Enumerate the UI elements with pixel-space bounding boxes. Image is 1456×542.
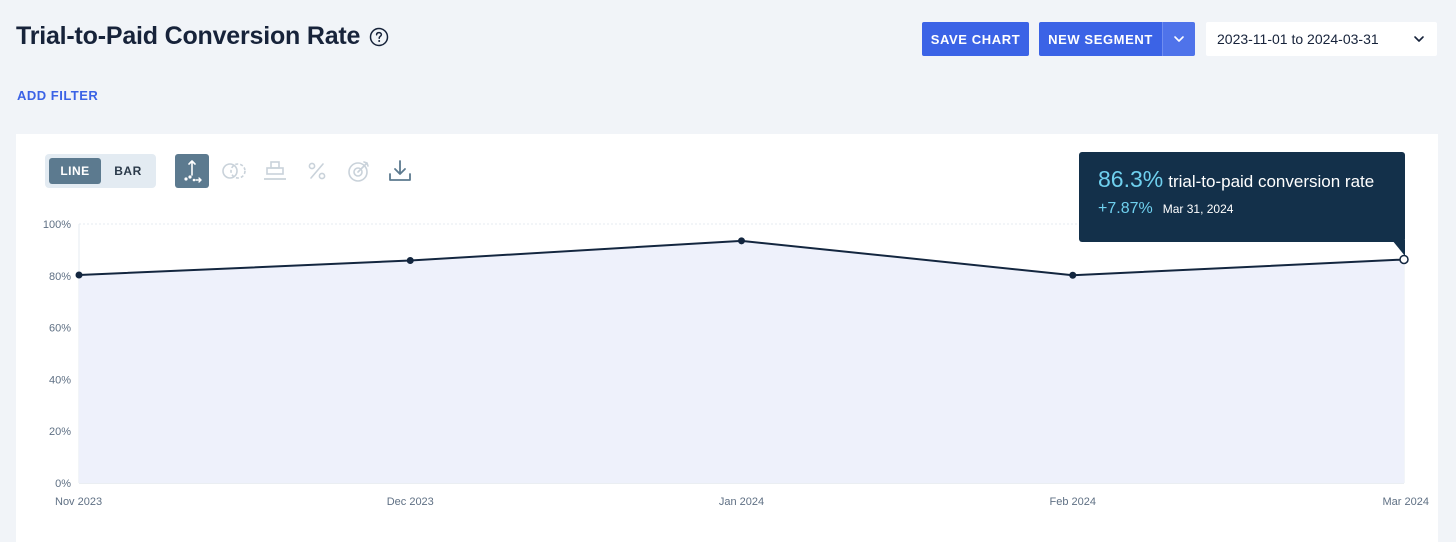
- data-point[interactable]: [1069, 271, 1077, 279]
- chevron-down-icon: [1414, 36, 1424, 42]
- page-title-text: Trial-to-Paid Conversion Rate: [16, 22, 361, 50]
- help-icon[interactable]: [369, 27, 389, 47]
- stack-icon: [264, 161, 286, 180]
- y-tick-label: 80%: [49, 271, 71, 283]
- bar-toggle-button[interactable]: BAR: [114, 164, 142, 178]
- x-tick-label: Nov 2023: [55, 496, 102, 508]
- y-tick-label: 60%: [49, 323, 71, 335]
- new-segment-button[interactable]: NEW SEGMENT: [1039, 22, 1162, 56]
- tooltip-pointer: [1392, 240, 1405, 256]
- goal-icon: [348, 161, 369, 182]
- x-tick-label: Jan 2024: [719, 496, 764, 508]
- tooltip-date: Mar 31, 2024: [1162, 202, 1234, 216]
- data-point[interactable]: [75, 271, 83, 279]
- compare-icon: [222, 163, 246, 179]
- percent-icon: [308, 162, 326, 180]
- data-point[interactable]: [738, 237, 745, 245]
- chart-area-fill: [79, 240, 1404, 483]
- download-button[interactable]: [383, 154, 417, 188]
- tooltip-change: +7.87%: [1098, 200, 1153, 217]
- y-tick-label: 100%: [43, 219, 71, 231]
- y-tick-label: 40%: [49, 374, 71, 386]
- chevron-down-icon: [1174, 36, 1184, 42]
- axis-scale-icon: [184, 160, 202, 183]
- x-tick-label: Feb 2024: [1050, 496, 1096, 508]
- data-point[interactable]: [406, 257, 414, 265]
- date-range-value: 2023-11-01 to 2024-03-31: [1217, 31, 1379, 47]
- save-chart-button[interactable]: SAVE CHART: [922, 22, 1029, 56]
- x-tick-label: Mar 2024: [1383, 496, 1429, 508]
- tooltip-value: 86.3%: [1098, 166, 1164, 192]
- page-title: Trial-to-Paid Conversion Rate: [16, 22, 389, 51]
- compare-button[interactable]: [217, 154, 251, 188]
- y-tick-label: 0%: [55, 478, 71, 490]
- add-filter-link[interactable]: ADD FILTER: [17, 88, 99, 103]
- tooltip-label: trial-to-paid conversion rate: [1168, 172, 1375, 191]
- stack-button[interactable]: [258, 154, 292, 188]
- goal-button[interactable]: [342, 154, 376, 188]
- percent-button[interactable]: [300, 154, 334, 188]
- download-icon: [389, 160, 411, 181]
- date-range-select[interactable]: 2023-11-01 to 2024-03-31: [1206, 22, 1437, 56]
- data-point[interactable]: [1399, 254, 1409, 265]
- x-tick-label: Dec 2023: [387, 496, 434, 508]
- axis-scale-button[interactable]: [175, 154, 209, 188]
- new-segment-dropdown-button[interactable]: [1162, 22, 1195, 56]
- chart-tooltip: 86.3% trial-to-paid conversion rate +7.8…: [1079, 152, 1405, 242]
- y-tick-label: 20%: [49, 426, 71, 438]
- line-toggle-button[interactable]: LINE: [49, 158, 101, 184]
